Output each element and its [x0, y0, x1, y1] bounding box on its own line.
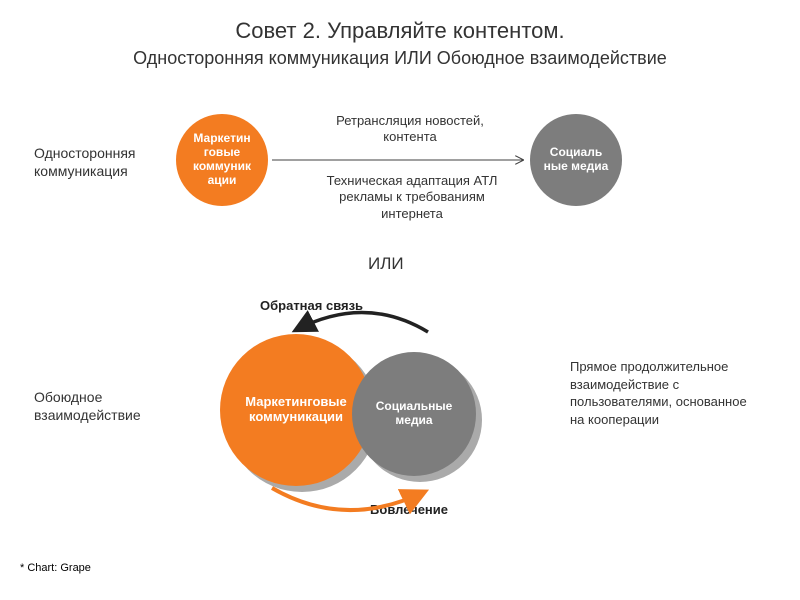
section1-left-circle-label: Маркетин говые коммуник ации: [184, 132, 260, 187]
section2-bottom-arrow-label: Вовлечение: [370, 502, 448, 517]
section2-right-circle: Социальные медиа: [352, 352, 476, 476]
page-subtitle: Односторонняя коммуникация ИЛИ Обоюдное …: [0, 48, 800, 69]
section2-left-circle: Маркетинговые коммуникации: [220, 334, 372, 486]
section1-right-circle-label: Социаль ные медиа: [538, 146, 614, 174]
footnote: * Chart: Grape: [20, 562, 91, 574]
divider-or: ИЛИ: [368, 254, 404, 274]
section2-right-circle-label: Социальные медиа: [360, 400, 468, 428]
section1-right-circle: Социаль ные медиа: [530, 114, 622, 206]
section2-left-circle-label: Маркетинговые коммуникации: [228, 395, 364, 425]
page-title: Совет 2. Управляйте контентом.: [0, 18, 800, 44]
section1-side-label: Односторонняя коммуникация: [34, 144, 194, 180]
section2-side-label: Обоюдное взаимодействие: [34, 388, 194, 424]
section1-lower-text: Техническая адаптация АТЛ рекламы к треб…: [312, 173, 512, 222]
section2-right-text: Прямое продолжительное взаимодействие с …: [570, 358, 750, 428]
section1-left-circle: Маркетин говые коммуник ации: [176, 114, 268, 206]
section1-upper-text: Ретрансляция новостей, контента: [320, 113, 500, 146]
section2-top-arrow-label: Обратная связь: [260, 298, 363, 313]
